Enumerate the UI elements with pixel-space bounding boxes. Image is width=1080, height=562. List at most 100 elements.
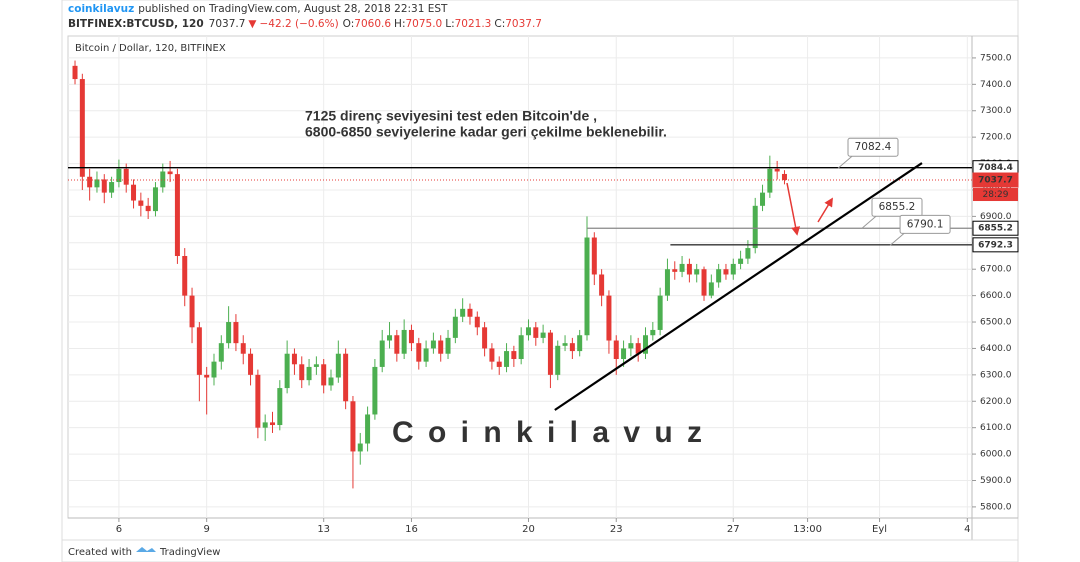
callout-pointer <box>889 233 905 246</box>
candle-body <box>109 182 115 193</box>
y-tick-label: 5800.0 <box>980 502 1012 512</box>
candle-body <box>372 366 378 415</box>
arrow: ▼ <box>248 18 257 30</box>
ohlc-label: H: <box>394 18 405 30</box>
annotation: 7125 direnç seviyesini test eden Bitcoin… <box>305 108 597 124</box>
candle-body <box>664 269 670 296</box>
candle-body <box>643 335 649 354</box>
ohlc-label: C: <box>494 18 505 30</box>
x-tick-label: 27 <box>727 524 740 535</box>
candle-body <box>430 340 436 349</box>
candle-body <box>218 343 224 362</box>
header-line: coinkilavuz published on TradingView.com,… <box>68 3 448 15</box>
candle-body <box>379 340 385 367</box>
candle-body <box>701 269 707 296</box>
countdown-box <box>973 188 1018 202</box>
countdown: 28:29 <box>983 190 1009 200</box>
candle-body <box>628 343 634 349</box>
callout-pointer <box>837 155 853 169</box>
y-tick-label: 6100.0 <box>980 423 1012 433</box>
y-tick-label: 7300.0 <box>980 106 1012 116</box>
candle-body <box>204 374 210 378</box>
candle-body <box>299 364 305 381</box>
candle-body <box>174 174 180 257</box>
created-with: Created with <box>68 547 132 558</box>
header: coinkilavuz published on TradingView.com,… <box>68 3 542 30</box>
candle-body <box>752 205 758 249</box>
candle-body <box>650 329 656 336</box>
price-label-box <box>972 172 1019 188</box>
candle-body <box>365 414 371 444</box>
candle-body <box>211 361 217 378</box>
candle-body <box>138 200 144 206</box>
callout-label: 6790.1 <box>907 218 944 230</box>
candle-body <box>262 422 268 428</box>
candle-body <box>730 263 736 275</box>
candle-body <box>196 327 202 375</box>
callout-label: 6855.2 <box>879 201 916 213</box>
candle-body <box>547 332 553 375</box>
brand[interactable]: TradingView <box>159 547 220 558</box>
candle-body <box>101 179 107 193</box>
candle-body <box>306 366 312 381</box>
x-tick-label: 13:00 <box>793 524 822 535</box>
x-tick-label: 6 <box>116 524 122 535</box>
callout-pointer <box>861 215 877 229</box>
callout-box <box>847 137 899 157</box>
change: −42.2 (−0.6%) <box>259 18 338 30</box>
candle-body <box>167 171 173 175</box>
candle-body <box>284 353 290 389</box>
candles <box>72 60 787 489</box>
candle-body <box>767 168 773 193</box>
candle-body <box>131 184 137 201</box>
candle-body <box>686 263 692 275</box>
candle-body <box>248 353 254 375</box>
candle-body <box>445 337 451 354</box>
author[interactable]: coinkilavuz <box>68 3 134 15</box>
candle-body <box>394 335 400 354</box>
candle-body <box>240 343 246 354</box>
candle-body <box>599 274 605 296</box>
candle-body <box>416 343 422 362</box>
ohlc-value: 7075.0 <box>405 18 442 30</box>
candle-body <box>116 168 122 183</box>
ohlc-label: L: <box>445 18 454 30</box>
candle-body <box>533 327 539 338</box>
candle-body <box>621 348 627 360</box>
candle-body <box>255 374 261 428</box>
candle-body <box>94 179 100 188</box>
y-tick-label: 6600.0 <box>980 291 1012 301</box>
candle-body <box>291 353 297 365</box>
candle-body <box>189 295 195 328</box>
x-tick-label: 9 <box>203 524 209 535</box>
symbol: BITFINEX:BTCUSD, 120 <box>68 18 204 30</box>
candle-body <box>321 364 327 386</box>
y-tick-label: 6200.0 <box>980 397 1012 407</box>
ohlc-value: 7021.3 <box>455 18 492 30</box>
candle-body <box>635 343 641 354</box>
callout-label: 7082.4 <box>855 141 892 153</box>
brand-logo <box>136 547 156 552</box>
candle-body <box>467 308 473 317</box>
y-tick-label: 7200.0 <box>980 133 1012 143</box>
candle-body <box>555 345 561 375</box>
annotation: 6800-6850 seviyelerine kadar geri çekilm… <box>305 124 667 140</box>
candle-body <box>335 353 341 378</box>
candle-body <box>123 168 129 185</box>
candle-body <box>694 269 700 275</box>
candle-body <box>79 79 85 177</box>
x-tick-label: 16 <box>405 524 418 535</box>
y-tick-label: 6400.0 <box>980 344 1012 354</box>
candle-body <box>408 329 414 344</box>
candle-body <box>387 335 393 341</box>
y-tick-label: 7500.0 <box>980 53 1012 63</box>
candle-body <box>357 443 363 452</box>
candle-body <box>774 168 780 172</box>
candle-body <box>269 422 275 426</box>
candle-body <box>350 401 356 452</box>
chart-title: Bitcoin / Dollar, 120, BITFINEX <box>75 43 226 54</box>
candle-body <box>716 269 722 283</box>
x-tick-label: 23 <box>610 524 623 535</box>
x-tick-label: 13 <box>317 524 330 535</box>
